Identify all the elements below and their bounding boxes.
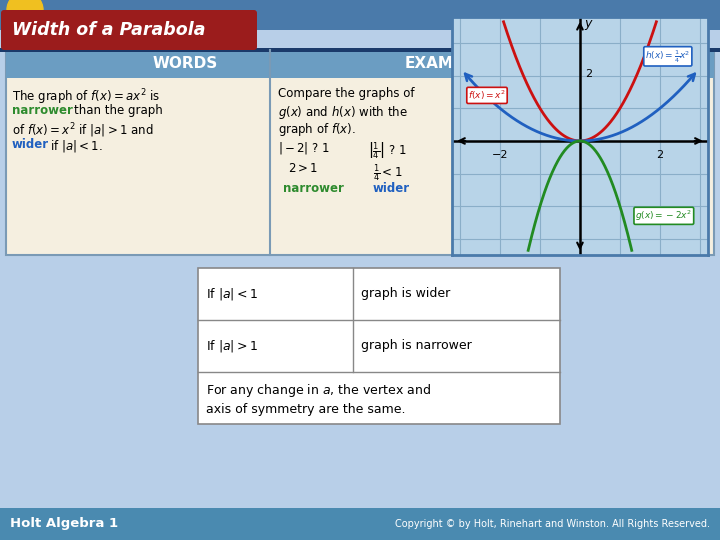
Bar <box>6 53 714 255</box>
Text: Holt Algebra 1: Holt Algebra 1 <box>10 517 118 530</box>
Bar <box>0 508 720 540</box>
Text: Width of a Parabola: Width of a Parabola <box>12 21 205 39</box>
Text: $\frac{1}{4} < 1$: $\frac{1}{4} < 1$ <box>373 162 402 184</box>
Text: The graph of $f(x) = ax^2$ is: The graph of $f(x) = ax^2$ is <box>12 87 161 106</box>
Text: wider: wider <box>373 182 410 195</box>
Text: For any change in $a$, the vertex and: For any change in $a$, the vertex and <box>206 382 431 399</box>
Text: Copyright © by Holt, Rinehart and Winston. All Rights Reserved.: Copyright © by Holt, Rinehart and Winsto… <box>395 519 710 529</box>
Text: 2: 2 <box>585 69 592 79</box>
Text: y: y <box>585 17 592 30</box>
Bar <box>6 50 714 78</box>
Text: graph is wider: graph is wider <box>361 287 450 300</box>
Text: Compare the graphs of: Compare the graphs of <box>278 87 415 100</box>
Text: $|-2|\ ?\ 1$: $|-2|\ ?\ 1$ <box>278 140 330 156</box>
Text: narrower: narrower <box>12 104 73 117</box>
Text: axis of symmetry are the same.: axis of symmetry are the same. <box>206 403 405 416</box>
Text: $f(x) = x^2$: $f(x) = x^2$ <box>468 89 506 102</box>
Bar <box>0 48 720 52</box>
Text: than the graph: than the graph <box>74 104 163 117</box>
Text: $2 > 1$: $2 > 1$ <box>288 162 318 175</box>
Text: $\left|\frac{1}{4}\right|\ ?\ 1$: $\left|\frac{1}{4}\right|\ ?\ 1$ <box>368 140 407 161</box>
Text: $g(x)$ and $h(x)$ with the: $g(x)$ and $h(x)$ with the <box>278 104 408 121</box>
Text: $g(x) = -2x^2$: $g(x) = -2x^2$ <box>635 208 693 223</box>
Text: 2: 2 <box>656 150 663 160</box>
Text: −2: −2 <box>492 150 508 160</box>
Text: If $|a| < 1$: If $|a| < 1$ <box>206 286 258 302</box>
FancyBboxPatch shape <box>1 10 257 50</box>
Text: WORDS: WORDS <box>153 57 217 71</box>
Text: graph of $f(x)$.: graph of $f(x)$. <box>278 121 356 138</box>
Text: if $|a| < 1$.: if $|a| < 1$. <box>50 138 103 154</box>
Text: EXAMPLES: EXAMPLES <box>405 57 495 71</box>
Text: of $f(x) = x^2$ if $|a| > 1$ and: of $f(x) = x^2$ if $|a| > 1$ and <box>12 121 153 140</box>
Text: If $|a| > 1$: If $|a| > 1$ <box>206 338 258 354</box>
Text: wider: wider <box>12 138 49 151</box>
Text: narrower: narrower <box>283 182 344 195</box>
Text: graph is narrower: graph is narrower <box>361 340 472 353</box>
Text: $h(x) = \frac{1}{4}x^2$: $h(x) = \frac{1}{4}x^2$ <box>645 48 690 65</box>
Bar <box>198 268 560 424</box>
Bar <box>0 0 720 30</box>
Circle shape <box>7 0 43 28</box>
